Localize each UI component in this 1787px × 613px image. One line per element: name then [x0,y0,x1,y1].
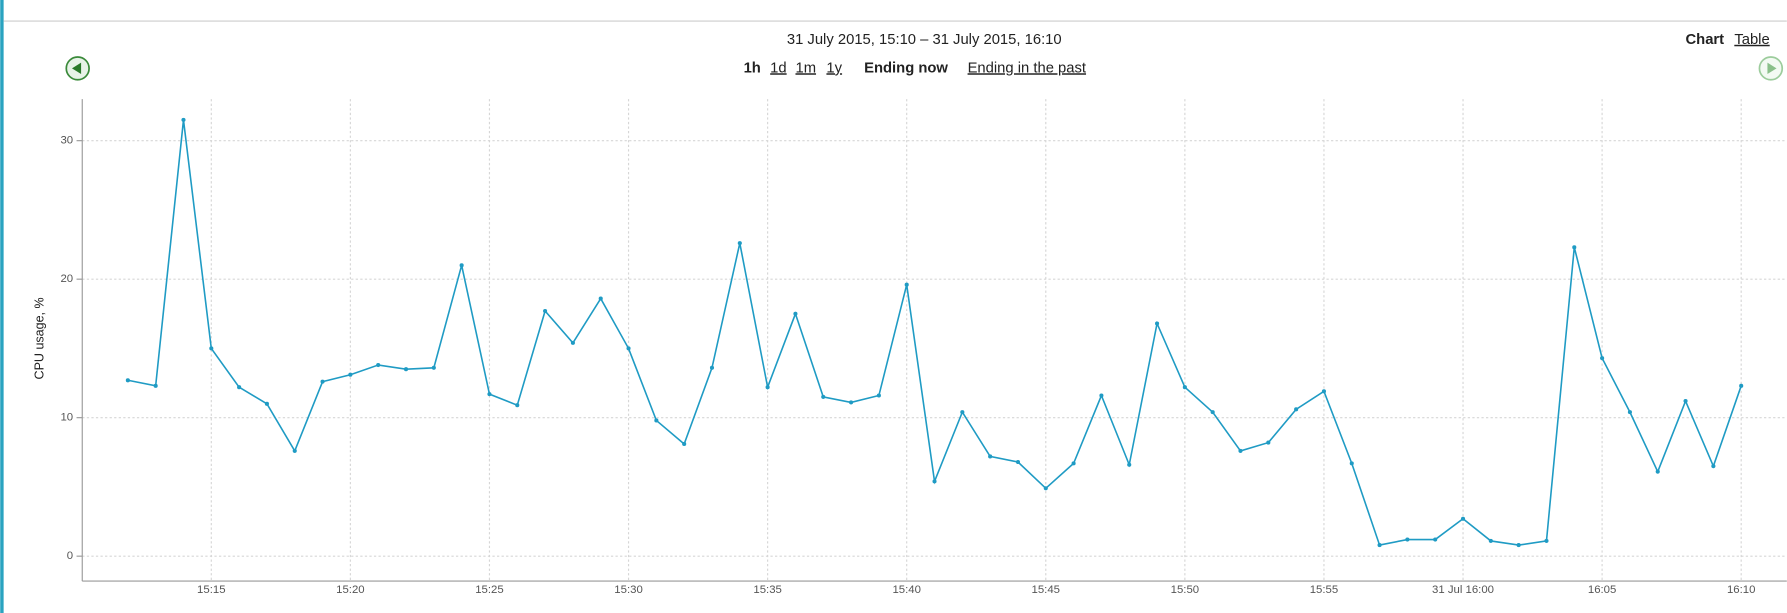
point [904,282,909,287]
point [1683,399,1688,404]
point [1655,469,1660,474]
view-table[interactable]: Table [1734,32,1769,48]
point [1266,440,1271,445]
point [1405,537,1410,542]
point [570,340,575,345]
point [960,410,965,415]
point [654,418,659,423]
point [1154,321,1160,326]
point [1294,407,1299,412]
period-1d[interactable]: 1d [770,60,786,76]
point [543,308,548,314]
y-tick-label: 20 [60,273,73,285]
point [682,441,687,447]
ending-past[interactable]: Ending in the past [968,60,1086,76]
point [125,378,130,383]
point [821,394,826,399]
x-tick-label: 15:45 [1032,584,1060,596]
point [876,393,881,398]
point [598,296,603,301]
point [320,379,325,384]
x-tick-label: 16:05 [1588,584,1616,596]
point [1544,538,1549,543]
point [765,385,770,390]
x-tick-label: 15:35 [753,584,781,596]
range-title: 31 July 2015, 15:10 – 31 July 2015, 16:1… [787,32,1062,48]
point [1377,543,1382,548]
point [1600,356,1605,361]
period-1m[interactable]: 1m [795,60,816,76]
x-tick-label: 15:40 [892,584,920,596]
point [1210,410,1215,415]
point [793,311,798,316]
point [1711,464,1716,469]
period-1h[interactable]: 1h [744,60,761,76]
next-button[interactable] [1758,56,1784,81]
point [1349,461,1354,466]
point [737,241,742,246]
point [1071,461,1076,466]
point [709,365,715,370]
point [209,346,214,351]
x-tick-label: 15:20 [336,584,364,596]
point [1015,459,1021,465]
point [515,403,520,408]
point [988,454,993,459]
point [181,117,186,122]
point [1739,383,1744,388]
view-chart[interactable]: Chart [1685,32,1724,48]
point [1238,448,1243,453]
point [153,383,158,388]
point [626,346,631,351]
prev-button[interactable] [65,56,90,81]
point [1572,245,1577,250]
point [1516,543,1521,548]
point [1127,462,1132,467]
point [348,372,353,377]
point [431,365,436,370]
point [1043,486,1048,491]
x-tick-label: 16:10 [1727,584,1755,596]
x-tick-label: 15:15 [197,584,225,596]
point [1488,538,1493,543]
x-tick-label: 15:25 [475,584,503,596]
point [1182,385,1187,390]
point [1627,410,1632,415]
point [237,385,242,390]
y-axis-label: CPU usage, % [32,297,46,379]
point [459,263,464,268]
y-tick-label: 30 [60,135,73,147]
point [1099,393,1104,398]
x-tick-label: 15:50 [1171,584,1199,596]
y-tick-label: 0 [67,550,73,562]
x-tick-label: 15:30 [614,584,642,596]
point [487,392,492,397]
x-tick-label: 31 Jul 16:00 [1432,584,1494,596]
point [1460,516,1466,521]
period-1y[interactable]: 1y [826,60,842,76]
point [403,367,409,372]
point [1433,537,1438,542]
left-border [0,0,4,613]
point [932,479,937,484]
ending-now[interactable]: Ending now [864,60,948,76]
point [1321,389,1326,394]
x-tick-label: 15:55 [1310,584,1338,596]
point [264,401,269,406]
y-tick-label: 10 [60,412,73,424]
point [849,400,854,405]
point [292,448,297,453]
point [376,362,381,368]
